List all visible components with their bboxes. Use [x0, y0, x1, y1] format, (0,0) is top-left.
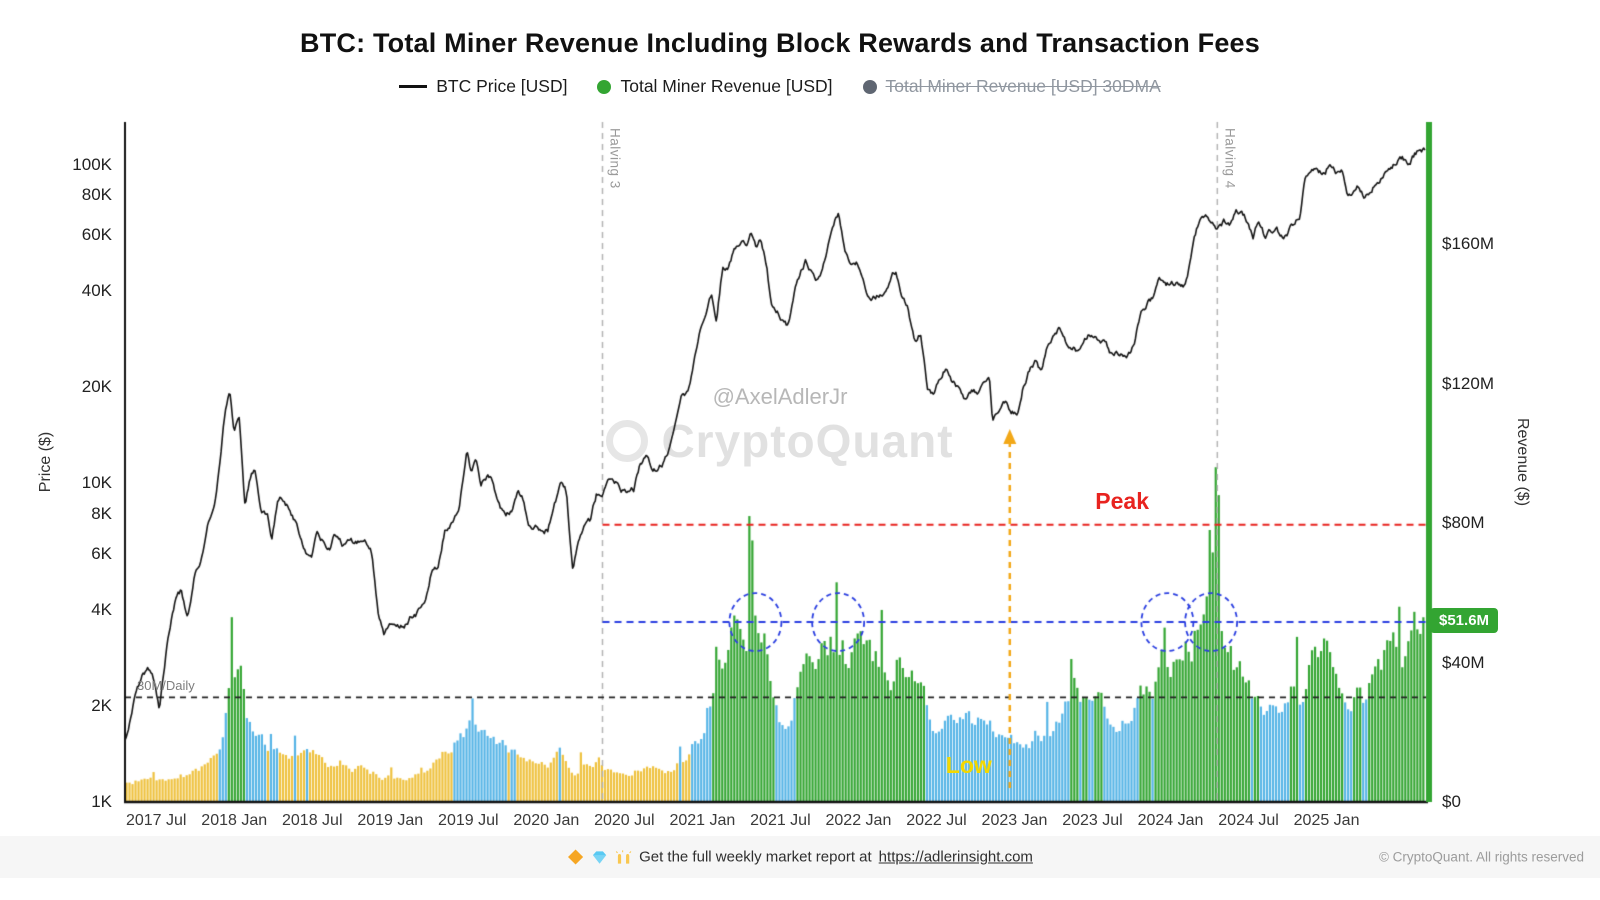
- revenue-tick-label: $40M: [1442, 652, 1485, 672]
- x-tick-label: 2021 Jan: [669, 812, 736, 829]
- x-tick-label: 2017 Jul: [125, 812, 187, 829]
- current-revenue-badge: $51.6M: [1430, 608, 1499, 634]
- x-tick-label: 2022 Jul: [906, 812, 967, 829]
- x-tick-label: 2023 Jan: [981, 812, 1048, 829]
- x-tick-label: 2023 Jul: [1062, 812, 1123, 829]
- price-tick-label: 100K: [72, 154, 112, 174]
- x-tick-label: 2019 Jan: [357, 812, 424, 829]
- price-tick-label: 8K: [91, 504, 112, 524]
- x-tick-label: 2019 Jul: [438, 812, 499, 829]
- revenue-tick-label: $0: [1442, 792, 1461, 811]
- x-tick-label: 2025 Jan: [1293, 812, 1360, 829]
- revenue-tick-label: $120M: [1442, 373, 1494, 393]
- x-tick-label: 2024 Jul: [1218, 812, 1279, 829]
- price-tick-label: 80K: [81, 185, 112, 205]
- price-tick-label: 1K: [91, 792, 112, 811]
- daily-threshold-label: 30M/Daily: [137, 678, 195, 694]
- x-tick-label: 2020 Jul: [594, 812, 655, 829]
- price-tick-label: 10K: [81, 473, 112, 493]
- price-tick-label: 2K: [91, 696, 112, 716]
- revenue-axis-title: Revenue ($): [1514, 417, 1531, 507]
- halving-annotation-label: Halving 3: [607, 128, 623, 189]
- price-tick-label: 6K: [91, 543, 112, 563]
- x-tick-label: 2021 Jul: [750, 812, 811, 829]
- x-tick-label: 2020 Jan: [513, 812, 580, 829]
- price-tick-label: 20K: [81, 377, 112, 397]
- x-tick-label: 2022 Jan: [825, 812, 892, 829]
- x-tick-label: 2024 Jan: [1137, 812, 1204, 829]
- price-tick-label: 40K: [81, 281, 112, 301]
- price-tick-label: 4K: [91, 600, 112, 620]
- x-tick-label: 2018 Jan: [201, 812, 268, 829]
- peak-annotation-label: Peak: [1095, 487, 1150, 514]
- low-annotation-label: Low: [945, 752, 992, 778]
- x-tick-label: 2018 Jul: [282, 812, 343, 829]
- revenue-tick-label: $80M: [1442, 513, 1485, 533]
- halving-annotation-label: Halving 4: [1222, 128, 1238, 189]
- price-tick-label: 60K: [81, 225, 112, 245]
- revenue-tick-label: $160M: [1442, 234, 1494, 254]
